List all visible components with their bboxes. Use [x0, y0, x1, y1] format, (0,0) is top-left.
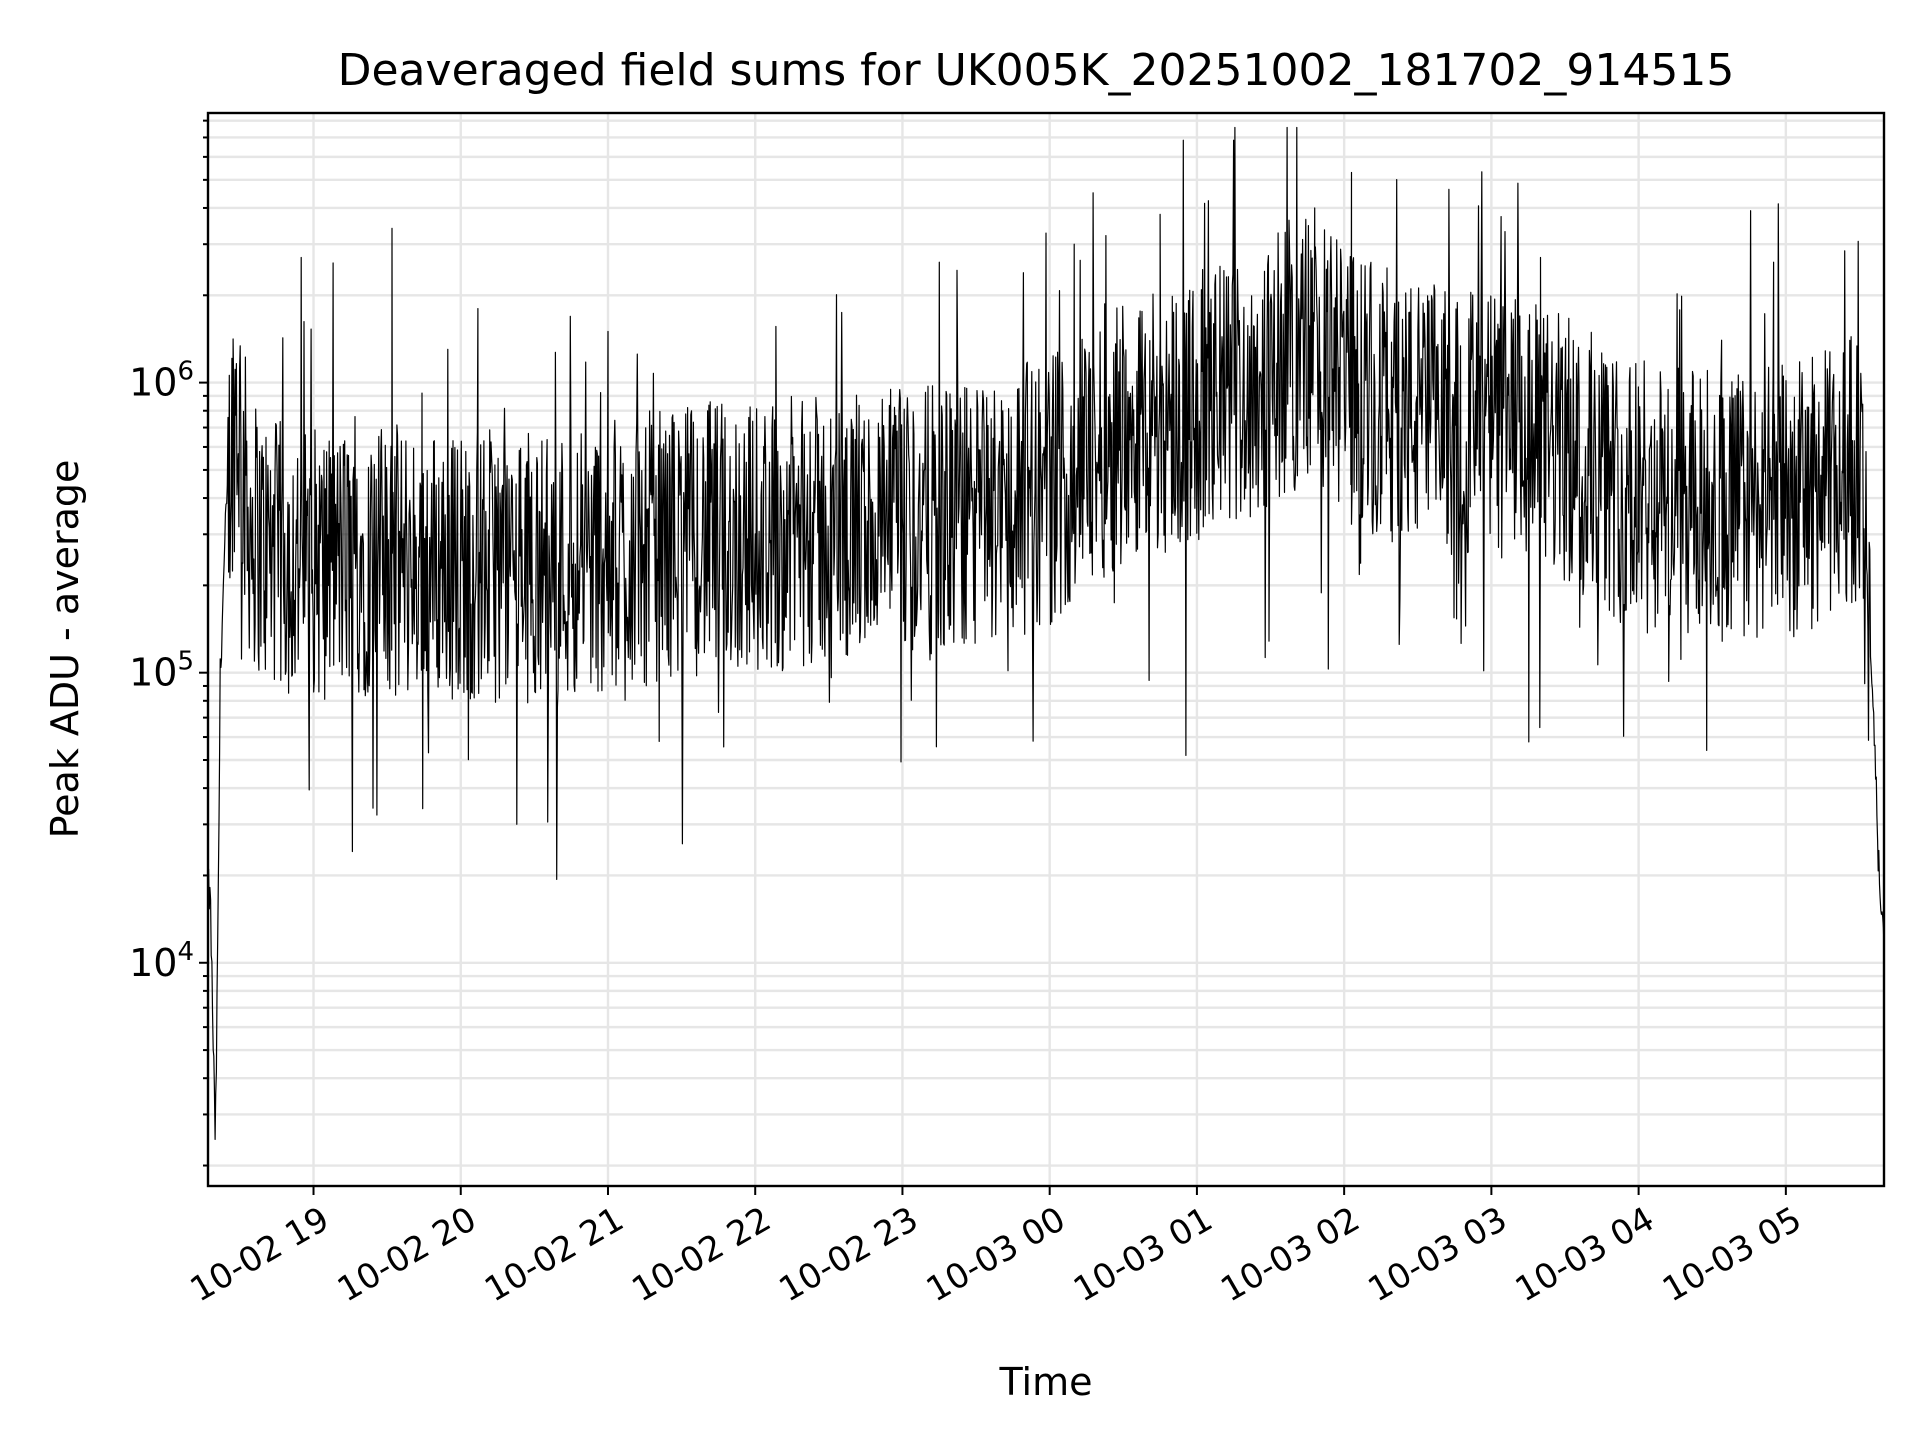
chart-title: Deaveraged field sums for UK005K_2025100…	[338, 45, 1735, 96]
x-axis-label: Time	[999, 1360, 1093, 1404]
y-axis: 104 105 106	[129, 119, 208, 1167]
y-tick-label: 106	[129, 357, 194, 405]
y-axis-label: Peak ADU - average	[43, 460, 87, 839]
series-line	[207, 126, 1885, 1140]
y-tick-label: 105	[129, 647, 194, 695]
plot-frame	[206, 111, 1886, 1188]
y-tick-label: 104	[129, 937, 194, 985]
plot-area	[207, 126, 1885, 1140]
